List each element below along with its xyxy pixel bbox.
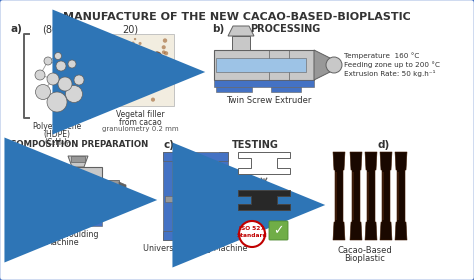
Circle shape <box>125 65 129 69</box>
FancyBboxPatch shape <box>352 172 354 220</box>
Text: :: : <box>81 24 83 34</box>
FancyBboxPatch shape <box>163 152 228 161</box>
Circle shape <box>47 92 67 112</box>
Text: Machine: Machine <box>45 238 79 247</box>
FancyBboxPatch shape <box>71 156 85 162</box>
Circle shape <box>162 45 166 49</box>
FancyBboxPatch shape <box>216 87 252 92</box>
Circle shape <box>150 69 155 74</box>
Circle shape <box>114 85 117 89</box>
Ellipse shape <box>151 74 161 82</box>
Circle shape <box>136 59 141 64</box>
Text: from cacao: from cacao <box>118 118 161 127</box>
FancyBboxPatch shape <box>269 221 288 240</box>
FancyBboxPatch shape <box>335 172 337 220</box>
Text: Polyethylene: Polyethylene <box>32 122 82 131</box>
Text: b): b) <box>212 24 224 34</box>
Text: 20): 20) <box>122 24 138 34</box>
FancyBboxPatch shape <box>106 34 174 106</box>
Circle shape <box>239 221 265 247</box>
Circle shape <box>68 60 76 68</box>
Text: a): a) <box>10 24 22 34</box>
Polygon shape <box>350 152 362 240</box>
Text: Injection Moulding: Injection Moulding <box>25 230 99 239</box>
Ellipse shape <box>123 68 137 80</box>
Text: Extrusion Rate: 50 kg.h⁻¹: Extrusion Rate: 50 kg.h⁻¹ <box>344 70 436 77</box>
Polygon shape <box>395 152 407 240</box>
Circle shape <box>58 77 72 91</box>
Polygon shape <box>365 152 377 240</box>
FancyBboxPatch shape <box>216 58 306 72</box>
FancyBboxPatch shape <box>12 167 102 219</box>
Circle shape <box>55 53 62 60</box>
Circle shape <box>74 75 84 85</box>
Circle shape <box>134 38 136 40</box>
Circle shape <box>119 83 123 87</box>
FancyBboxPatch shape <box>219 152 228 240</box>
Polygon shape <box>380 152 392 240</box>
Ellipse shape <box>116 57 124 63</box>
Ellipse shape <box>117 66 127 74</box>
FancyBboxPatch shape <box>367 172 369 220</box>
Circle shape <box>162 50 165 54</box>
FancyBboxPatch shape <box>214 80 314 87</box>
FancyBboxPatch shape <box>271 87 301 92</box>
FancyBboxPatch shape <box>163 231 228 240</box>
Text: PROCESSING: PROCESSING <box>250 24 320 34</box>
Text: COMPOSITION PREPARATION: COMPOSITION PREPARATION <box>10 140 148 149</box>
Circle shape <box>151 97 155 102</box>
Circle shape <box>150 62 155 67</box>
Circle shape <box>163 38 167 43</box>
Polygon shape <box>119 182 126 194</box>
Circle shape <box>134 76 138 80</box>
Text: (80: (80 <box>42 24 58 34</box>
Circle shape <box>65 85 82 102</box>
FancyBboxPatch shape <box>174 164 190 174</box>
Text: c): c) <box>163 140 174 150</box>
Circle shape <box>153 79 156 82</box>
Polygon shape <box>314 50 332 80</box>
Text: Bioplastic: Bioplastic <box>345 254 385 263</box>
Text: ✓: ✓ <box>273 224 284 237</box>
Circle shape <box>35 70 45 80</box>
Polygon shape <box>228 26 254 36</box>
Ellipse shape <box>146 59 158 69</box>
Ellipse shape <box>140 66 156 78</box>
Polygon shape <box>68 156 88 167</box>
FancyBboxPatch shape <box>165 196 226 202</box>
Circle shape <box>164 51 168 55</box>
Text: Cacao-Based: Cacao-Based <box>337 246 392 255</box>
Ellipse shape <box>129 88 139 96</box>
FancyBboxPatch shape <box>12 219 102 226</box>
Circle shape <box>44 57 52 65</box>
Circle shape <box>154 56 158 60</box>
Text: +: + <box>91 66 106 84</box>
Text: TESTING: TESTING <box>232 140 278 150</box>
Text: MANUFACTURE OF THE NEW CACAO-BASED-BIOPLASTIC: MANUFACTURE OF THE NEW CACAO-BASED-BIOPL… <box>63 12 411 22</box>
FancyBboxPatch shape <box>397 172 399 220</box>
Polygon shape <box>333 152 345 240</box>
FancyBboxPatch shape <box>382 172 384 220</box>
Circle shape <box>56 61 66 71</box>
Polygon shape <box>238 152 290 174</box>
Text: n: n <box>91 107 96 116</box>
Text: Temperature  160 °C: Temperature 160 °C <box>344 52 419 59</box>
Text: Feeding zone up to 200 °C: Feeding zone up to 200 °C <box>344 61 440 68</box>
Text: granulometry 0.2 mm: granulometry 0.2 mm <box>102 126 178 132</box>
Circle shape <box>137 78 143 84</box>
Circle shape <box>121 68 125 71</box>
Polygon shape <box>238 190 290 210</box>
Circle shape <box>131 41 135 45</box>
Ellipse shape <box>130 50 150 66</box>
Text: (C₂H₄)ₙ: (C₂H₄)ₙ <box>44 138 70 147</box>
FancyBboxPatch shape <box>232 36 250 50</box>
Text: ISO 527
Standard: ISO 527 Standard <box>237 226 267 238</box>
Ellipse shape <box>138 83 150 93</box>
Ellipse shape <box>126 50 138 59</box>
Circle shape <box>147 60 151 64</box>
FancyBboxPatch shape <box>20 174 48 206</box>
Circle shape <box>36 85 51 99</box>
Text: Twin Screw Extruder: Twin Screw Extruder <box>226 96 312 105</box>
Text: d): d) <box>378 140 390 150</box>
